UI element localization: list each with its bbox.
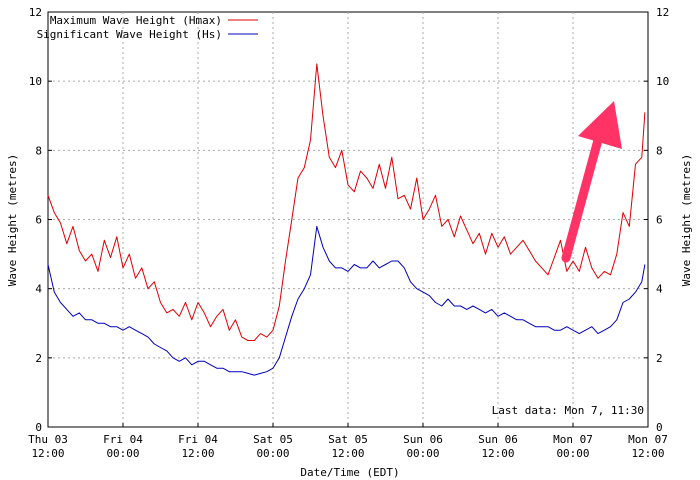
x-tick-label: Sat 05 — [253, 433, 293, 446]
series-line-hmax — [47, 63, 646, 341]
y-tick-label: 12 — [29, 6, 42, 19]
y-tick-label: 10 — [29, 75, 42, 88]
y-tick-label: 0 — [35, 421, 42, 434]
x-tick-label: 00:00 — [406, 447, 439, 460]
series-lines — [47, 63, 646, 376]
legend-label-hs: Significant Wave Height (Hs) — [37, 28, 222, 41]
x-tick-label: Sun 06 — [478, 433, 518, 446]
x-tick-label: 12:00 — [331, 447, 364, 460]
x-tick-label: Sun 06 — [403, 433, 443, 446]
y-tick-label: 0 — [656, 421, 663, 434]
x-tick-label: 12:00 — [481, 447, 514, 460]
x-tick-label: 12:00 — [181, 447, 214, 460]
arrow-head — [578, 101, 622, 149]
y-tick-label: 2 — [35, 352, 42, 365]
x-axis-label: Date/Time (EDT) — [300, 466, 399, 479]
y-tick-label: 10 — [656, 75, 669, 88]
legend-label-hmax: Maximum Wave Height (Hmax) — [50, 14, 222, 27]
x-tick-label: Mon 07 — [553, 433, 593, 446]
grid-lines — [48, 12, 648, 427]
x-tick-label: 12:00 — [631, 447, 664, 460]
legend: Maximum Wave Height (Hmax) Significant W… — [37, 14, 258, 41]
x-tick-label: Fri 04 — [103, 433, 143, 446]
last-data-annotation: Last data: Mon 7, 11:30 — [492, 404, 644, 417]
series-line-hs — [47, 225, 646, 376]
x-tick-label: 12:00 — [31, 447, 64, 460]
y-tick-label: 6 — [656, 214, 663, 227]
y-axis-right: 0 2 4 6 8 10 12 — [644, 6, 669, 434]
y-tick-label: 4 — [656, 283, 663, 296]
x-tick-label: Sat 05 — [328, 433, 368, 446]
x-tick-label: Mon 07 — [628, 433, 668, 446]
y-tick-label: 2 — [656, 352, 663, 365]
y-axis-label-right: Wave Height (metres) — [680, 154, 693, 286]
x-tick-label: 00:00 — [256, 447, 289, 460]
x-tick-label: Fri 04 — [178, 433, 218, 446]
y-tick-label: 8 — [35, 144, 42, 157]
highlight-arrow — [561, 101, 622, 263]
x-tick-label: 00:00 — [556, 447, 589, 460]
y-axis-left: 0 2 4 6 8 10 12 — [29, 6, 52, 434]
y-tick-label: 4 — [35, 283, 42, 296]
x-tick-label: 00:00 — [106, 447, 139, 460]
y-tick-label: 6 — [35, 214, 42, 227]
x-tick-label: Thu 03 — [28, 433, 68, 446]
y-axis-label-left: Wave Height (metres) — [6, 154, 19, 286]
y-tick-label: 8 — [656, 144, 663, 157]
y-tick-label: 12 — [656, 6, 669, 19]
arrow-shaft — [561, 135, 603, 263]
